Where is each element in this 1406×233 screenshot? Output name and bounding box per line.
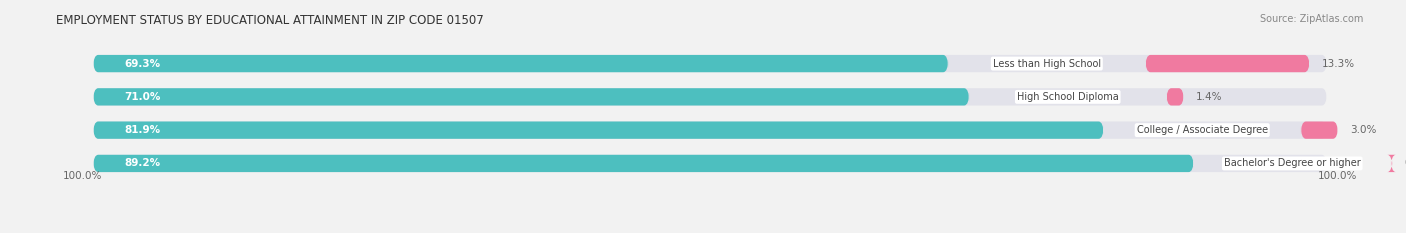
- FancyBboxPatch shape: [93, 155, 1194, 172]
- FancyBboxPatch shape: [93, 121, 1327, 139]
- Text: Less than High School: Less than High School: [993, 58, 1101, 69]
- Text: 100.0%: 100.0%: [62, 171, 101, 181]
- FancyBboxPatch shape: [1388, 155, 1396, 172]
- Text: 1.4%: 1.4%: [1197, 92, 1223, 102]
- Text: 0.1%: 0.1%: [1405, 158, 1406, 168]
- Text: Bachelor's Degree or higher: Bachelor's Degree or higher: [1223, 158, 1361, 168]
- Text: 81.9%: 81.9%: [124, 125, 160, 135]
- Text: High School Diploma: High School Diploma: [1017, 92, 1119, 102]
- Text: 71.0%: 71.0%: [124, 92, 160, 102]
- Text: 3.0%: 3.0%: [1350, 125, 1376, 135]
- FancyBboxPatch shape: [1167, 88, 1184, 106]
- FancyBboxPatch shape: [93, 88, 1327, 106]
- FancyBboxPatch shape: [1301, 121, 1339, 139]
- FancyBboxPatch shape: [93, 55, 948, 72]
- Text: 13.3%: 13.3%: [1322, 58, 1355, 69]
- FancyBboxPatch shape: [93, 121, 1104, 139]
- Text: EMPLOYMENT STATUS BY EDUCATIONAL ATTAINMENT IN ZIP CODE 01507: EMPLOYMENT STATUS BY EDUCATIONAL ATTAINM…: [56, 14, 484, 27]
- FancyBboxPatch shape: [1146, 55, 1309, 72]
- FancyBboxPatch shape: [93, 88, 969, 106]
- Text: Source: ZipAtlas.com: Source: ZipAtlas.com: [1260, 14, 1364, 24]
- FancyBboxPatch shape: [93, 55, 1327, 72]
- Text: 89.2%: 89.2%: [124, 158, 160, 168]
- FancyBboxPatch shape: [93, 155, 1327, 172]
- Text: College / Associate Degree: College / Associate Degree: [1136, 125, 1268, 135]
- Text: 69.3%: 69.3%: [124, 58, 160, 69]
- Text: 100.0%: 100.0%: [1319, 171, 1358, 181]
